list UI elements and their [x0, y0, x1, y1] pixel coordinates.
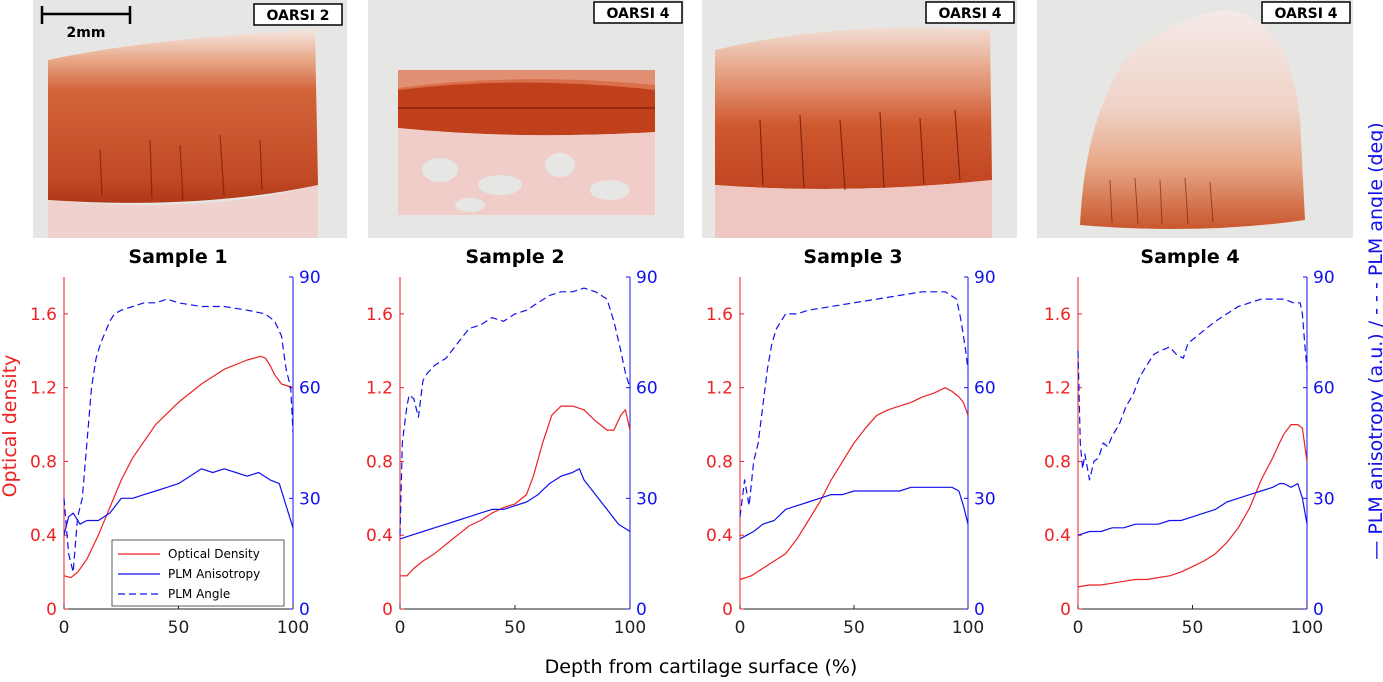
y-tick-label-left: 0	[1060, 600, 1071, 620]
y-tick-label-right: 90	[636, 268, 658, 288]
x-tick-label: 50	[843, 618, 865, 638]
y-tick-label-right: 90	[1313, 268, 1335, 288]
histology-image-1: 2mm OARSI 2	[33, 0, 347, 238]
y-tick-label-right: 60	[1313, 379, 1335, 399]
x-tick-label: 0	[1073, 618, 1084, 638]
histology-image-3: OARSI 4	[702, 0, 1017, 238]
y-tick-label-left: 0.4	[1044, 526, 1071, 546]
chart-title: Sample 2	[465, 246, 564, 268]
y-tick-label-right: 0	[1313, 600, 1324, 620]
x-tick-label: 100	[277, 618, 309, 638]
y-tick-label-right: 60	[636, 379, 658, 399]
chart-title: Sample 3	[803, 246, 902, 268]
series-line-plm-anisotropy	[63, 468, 294, 536]
y-tick-label-left: 1.2	[30, 379, 57, 399]
y-tick-label-right: 60	[299, 379, 321, 399]
x-tick-label: 50	[168, 618, 190, 638]
x-tick-label: 0	[395, 618, 406, 638]
y-tick-label-left: 0.8	[366, 452, 393, 472]
y-tick-label-left: 0	[722, 600, 733, 620]
legend-label-optical-density: Optical Density	[168, 547, 260, 561]
y-tick-label-left: 1.6	[706, 305, 733, 325]
y-tick-label-right: 90	[974, 268, 996, 288]
series-line-optical-density	[400, 405, 631, 577]
y-tick-label-left: 0	[382, 600, 393, 620]
series-line-plm-angle	[399, 287, 631, 536]
y-tick-label-right: 30	[1313, 489, 1335, 509]
y-tick-label-left: 1.2	[706, 379, 733, 399]
x-axis-label: Depth from cartilage surface (%)	[545, 656, 858, 678]
y-tick-label-left: 0.8	[706, 452, 733, 472]
x-tick-label: 50	[1182, 618, 1204, 638]
y-tick-label-right: 0	[636, 600, 647, 620]
y-tick-label-left: 0.8	[1044, 452, 1071, 472]
x-tick-label: 50	[504, 618, 526, 638]
x-tick-label: 100	[614, 618, 646, 638]
y-axis-label-left: Optical density	[0, 355, 21, 498]
series-line-optical-density	[1077, 424, 1308, 588]
y-tick-label-left: 1.6	[1044, 305, 1071, 325]
y-tick-label-right: 90	[299, 268, 321, 288]
chart-title: Sample 1	[128, 246, 227, 268]
legend-label-plm-anisotropy: PLM Anisotropy	[168, 567, 260, 581]
x-tick-label: 0	[59, 618, 70, 638]
y-tick-label-right: 30	[636, 489, 658, 509]
legend: Optical Density PLM Anisotropy PLM Angle	[111, 539, 285, 607]
series-line-plm-anisotropy	[399, 468, 631, 540]
legend-label-plm-angle: PLM Angle	[168, 587, 230, 601]
y-tick-label-left: 0.4	[366, 526, 393, 546]
grade-label-4: OARSI 4	[1274, 6, 1337, 22]
y-tick-label-left: 1.2	[366, 379, 393, 399]
y-tick-label-right: 30	[299, 489, 321, 509]
y-tick-label-left: 1.6	[366, 305, 393, 325]
y-tick-label-left: 1.2	[1044, 379, 1071, 399]
scale-bar: 2mm	[40, 6, 132, 41]
histology-image-4: OARSI 4	[1037, 0, 1353, 238]
y-tick-label-left: 0.4	[706, 526, 733, 546]
y-tick-label-left: 0.8	[30, 452, 57, 472]
scale-bar-label: 2mm	[67, 25, 106, 41]
y-tick-label-right: 60	[974, 379, 996, 399]
grade-label-1: OARSI 2	[266, 8, 329, 24]
y-tick-label-right: 30	[974, 489, 996, 509]
y-tick-label-left: 1.6	[30, 305, 57, 325]
series-line-optical-density	[739, 387, 969, 581]
grade-label-3: OARSI 4	[938, 6, 1001, 22]
grade-label-2: OARSI 4	[606, 6, 669, 22]
x-tick-label: 100	[1291, 618, 1323, 638]
series-line-optical-density	[63, 355, 294, 579]
x-tick-label: 0	[735, 618, 746, 638]
histology-image-2: OARSI 4	[368, 0, 684, 238]
series-line-plm-anisotropy	[1077, 483, 1308, 536]
series-line-plm-angle	[1077, 298, 1308, 481]
y-tick-label-left: 0	[46, 600, 57, 620]
x-tick-label: 100	[952, 618, 984, 638]
series-line-plm-angle	[739, 291, 969, 517]
y-axis-label-right: — PLM anisotropy (a.u.) / - - - PLM angl…	[1365, 122, 1383, 559]
series-line-plm-angle	[63, 298, 294, 573]
chart-title: Sample 4	[1140, 246, 1239, 268]
series-line-plm-anisotropy	[739, 486, 969, 540]
y-tick-label-right: 0	[974, 600, 985, 620]
y-tick-label-left: 0.4	[30, 526, 57, 546]
y-tick-label-right: 0	[299, 600, 310, 620]
